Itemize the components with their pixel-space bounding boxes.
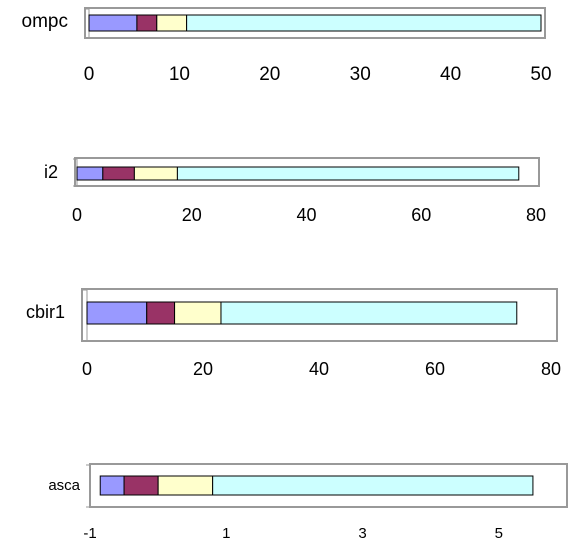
bar-segment-2 (136, 14, 158, 32)
tick-label: 60 (411, 205, 431, 225)
bar-segment-1 (88, 14, 138, 32)
bar-segment-1 (76, 166, 104, 181)
bar-segment-3 (133, 166, 178, 181)
tick-label: 20 (259, 64, 280, 85)
bar-segment-2 (146, 301, 176, 325)
tick-label: 80 (526, 205, 546, 225)
bar-segment-3 (156, 14, 188, 32)
plot-frame (81, 288, 558, 342)
bar-segment-2 (123, 475, 159, 496)
chart-panel-cbir1: cbir1 0 20 40 60 80 (26, 288, 561, 379)
tick-label: 40 (309, 359, 329, 379)
tick-label: 40 (296, 205, 316, 225)
tick-label: 80 (541, 359, 561, 379)
tick-label: 20 (182, 205, 202, 225)
tick-label: 3 (358, 525, 366, 542)
bar-segment-2 (102, 166, 135, 181)
bar-segment-3 (157, 475, 214, 496)
tick-label: 0 (84, 64, 95, 85)
plot-frame (84, 7, 546, 39)
category-label: cbir1 (26, 302, 65, 322)
tick-label: 20 (193, 359, 213, 379)
tick-label: 40 (440, 64, 461, 85)
bar-segment-4 (212, 475, 534, 496)
category-label: i2 (44, 162, 58, 182)
bar-segment-1 (99, 475, 125, 496)
tick-label: 0 (72, 205, 82, 225)
tick-label: 5 (495, 525, 503, 542)
tick-label: 60 (425, 359, 445, 379)
bar-segment-4 (186, 14, 542, 32)
bar-segment-3 (174, 301, 222, 325)
chart-panel-i2: i2 0 20 40 60 80 (44, 157, 546, 225)
bar-segment-4 (176, 166, 520, 181)
tick-label: 1 (222, 525, 230, 542)
chart-panel-asca: asca -1 1 3 5 (48, 463, 568, 542)
tick-label: 50 (530, 64, 551, 85)
bar-segment-4 (220, 301, 518, 325)
category-label: ompc (22, 11, 68, 32)
tick-label: 10 (169, 64, 190, 85)
chart-panel-ompc: ompc 0 10 20 30 40 50 (22, 7, 552, 85)
plot-frame (74, 157, 540, 187)
tick-label: 30 (350, 64, 371, 85)
tick-label: 0 (82, 359, 92, 379)
tick-label: -1 (83, 525, 96, 542)
bar-segment-1 (86, 301, 148, 325)
category-label: asca (48, 477, 80, 494)
